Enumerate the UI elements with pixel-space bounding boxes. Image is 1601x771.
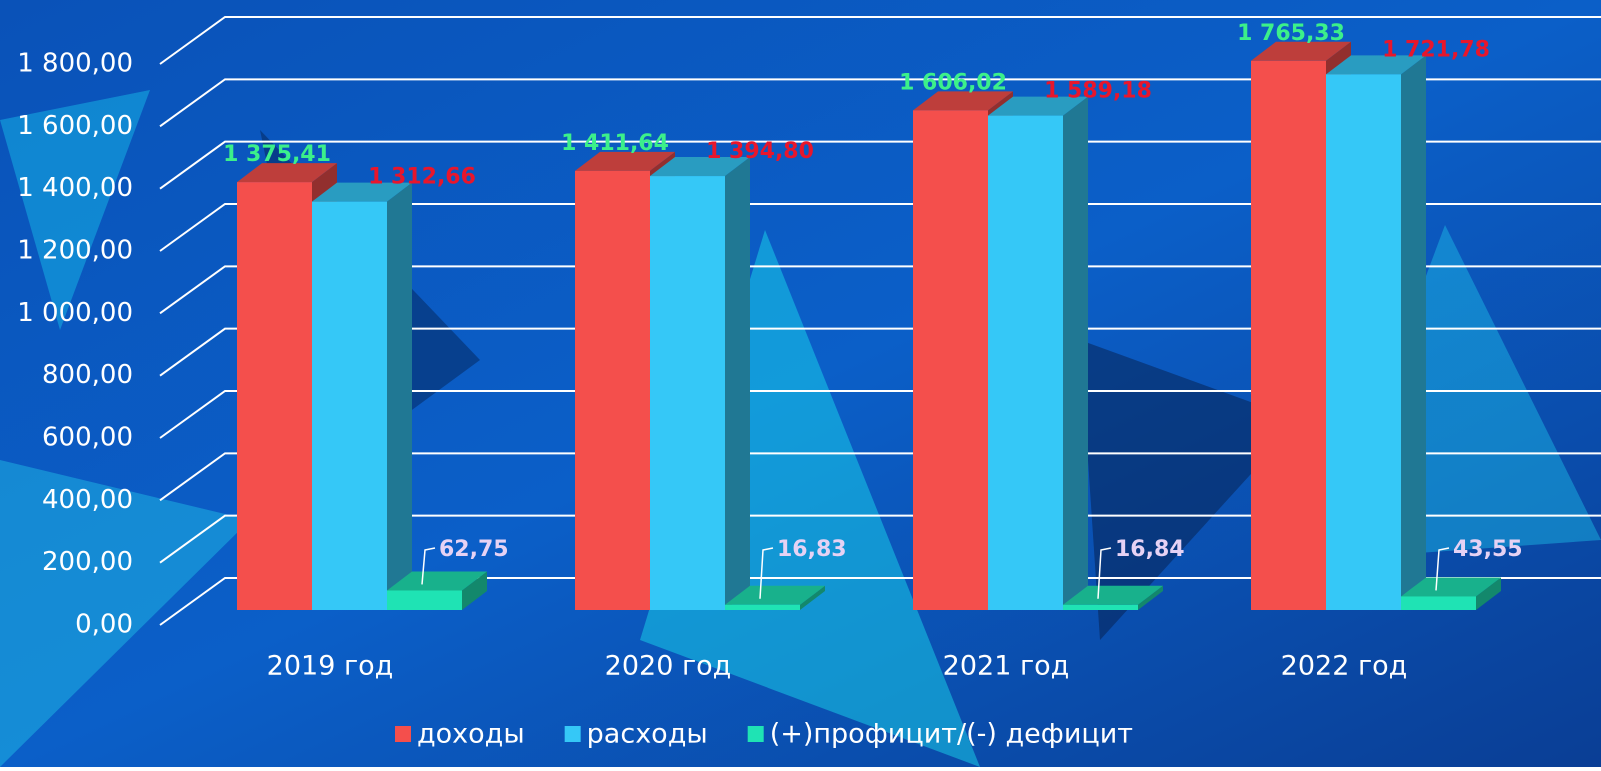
bar bbox=[1063, 585, 1163, 610]
y-tick-label: 800,00 bbox=[42, 360, 133, 390]
grid-line bbox=[159, 577, 1601, 626]
bar-front bbox=[1401, 596, 1476, 610]
data-label: 1 765,33 bbox=[1237, 21, 1345, 46]
legend-swatch bbox=[564, 726, 581, 742]
y-tick-label: 0,00 bbox=[75, 610, 133, 640]
bar-front bbox=[237, 182, 312, 610]
bar-top bbox=[1401, 577, 1501, 597]
bar-front bbox=[387, 590, 462, 610]
bar bbox=[725, 585, 825, 610]
bar-front bbox=[312, 201, 387, 610]
bar-front bbox=[575, 170, 650, 610]
y-tick-label: 200,00 bbox=[42, 547, 133, 577]
legend-label: доходы bbox=[417, 719, 525, 750]
grid-line bbox=[159, 514, 1601, 564]
leader-line bbox=[759, 547, 774, 599]
bar-front bbox=[1251, 60, 1326, 611]
grid-line bbox=[159, 78, 1601, 128]
data-label: 1 721,78 bbox=[1382, 37, 1490, 62]
grid-line bbox=[159, 452, 1601, 502]
bar-top bbox=[237, 163, 337, 183]
data-label: 1 312,66 bbox=[368, 165, 476, 190]
data-label: 1 394,80 bbox=[706, 139, 814, 164]
data-label: 16,84 bbox=[1115, 537, 1185, 562]
data-label: 1 411,64 bbox=[561, 131, 669, 156]
legend-swatch bbox=[395, 726, 411, 742]
bar-top bbox=[1326, 55, 1426, 75]
data-label: 16,83 bbox=[777, 537, 847, 562]
leader-line bbox=[1435, 547, 1450, 591]
bar-side bbox=[725, 157, 750, 610]
bar-side bbox=[462, 571, 487, 610]
grid-line bbox=[159, 390, 1601, 439]
data-label: 43,55 bbox=[1453, 537, 1523, 562]
bar-side bbox=[387, 182, 412, 610]
bar-side bbox=[800, 585, 825, 610]
bar bbox=[387, 571, 487, 610]
bar-front bbox=[650, 176, 725, 610]
y-tick-label: 600,00 bbox=[42, 423, 133, 453]
y-tick-label: 1 200,00 bbox=[17, 236, 133, 266]
grid-line bbox=[159, 16, 1601, 65]
data-label: 62,75 bbox=[439, 537, 509, 562]
bar-top bbox=[1063, 585, 1163, 605]
grid-line bbox=[159, 265, 1601, 315]
bar-top bbox=[575, 151, 675, 171]
bar bbox=[1326, 55, 1426, 611]
bar-side bbox=[1063, 96, 1088, 611]
y-tick-label: 1 000,00 bbox=[17, 298, 133, 328]
bar bbox=[650, 157, 750, 610]
x-tick-label: 2020 год bbox=[605, 651, 732, 682]
bar-front bbox=[1326, 74, 1401, 611]
y-tick-label: 1 800,00 bbox=[17, 49, 133, 79]
legend-label: (+)профицит/(-) дефицит bbox=[770, 719, 1133, 750]
y-tick-label: 400,00 bbox=[42, 485, 133, 515]
bar-side bbox=[1476, 577, 1501, 610]
y-tick-label: 1 400,00 bbox=[17, 173, 133, 203]
bar bbox=[312, 182, 412, 610]
y-tick-label: 1 600,00 bbox=[17, 111, 133, 141]
data-label: 1 589,18 bbox=[1044, 79, 1152, 104]
bar-top bbox=[312, 182, 412, 202]
legend-swatch bbox=[747, 726, 764, 742]
x-tick-label: 2021 год bbox=[943, 651, 1070, 682]
grid-line bbox=[159, 203, 1601, 252]
bar-top bbox=[988, 96, 1088, 116]
bar-front bbox=[725, 604, 800, 610]
legend-label: расходы bbox=[587, 719, 708, 750]
bar-top bbox=[650, 157, 750, 177]
bar-front bbox=[1063, 604, 1138, 610]
data-label: 1 606,02 bbox=[899, 70, 1007, 95]
bar-side bbox=[1138, 585, 1163, 610]
x-tick-label: 2022 год bbox=[1281, 651, 1408, 682]
bar bbox=[1401, 577, 1501, 610]
leader-line bbox=[1097, 547, 1112, 599]
bar-top bbox=[725, 585, 825, 605]
x-tick-label: 2019 год bbox=[267, 651, 394, 682]
bar-top bbox=[387, 571, 487, 591]
grid-line bbox=[159, 327, 1601, 377]
bar bbox=[988, 96, 1088, 611]
bar-front bbox=[913, 110, 988, 610]
data-label: 1 375,41 bbox=[223, 142, 331, 167]
bar-front bbox=[988, 115, 1063, 611]
grid-line bbox=[159, 140, 1601, 190]
bar-top bbox=[1251, 41, 1351, 61]
bar-top bbox=[913, 91, 1013, 111]
leader-line bbox=[421, 547, 436, 585]
bar-side bbox=[1401, 55, 1426, 611]
